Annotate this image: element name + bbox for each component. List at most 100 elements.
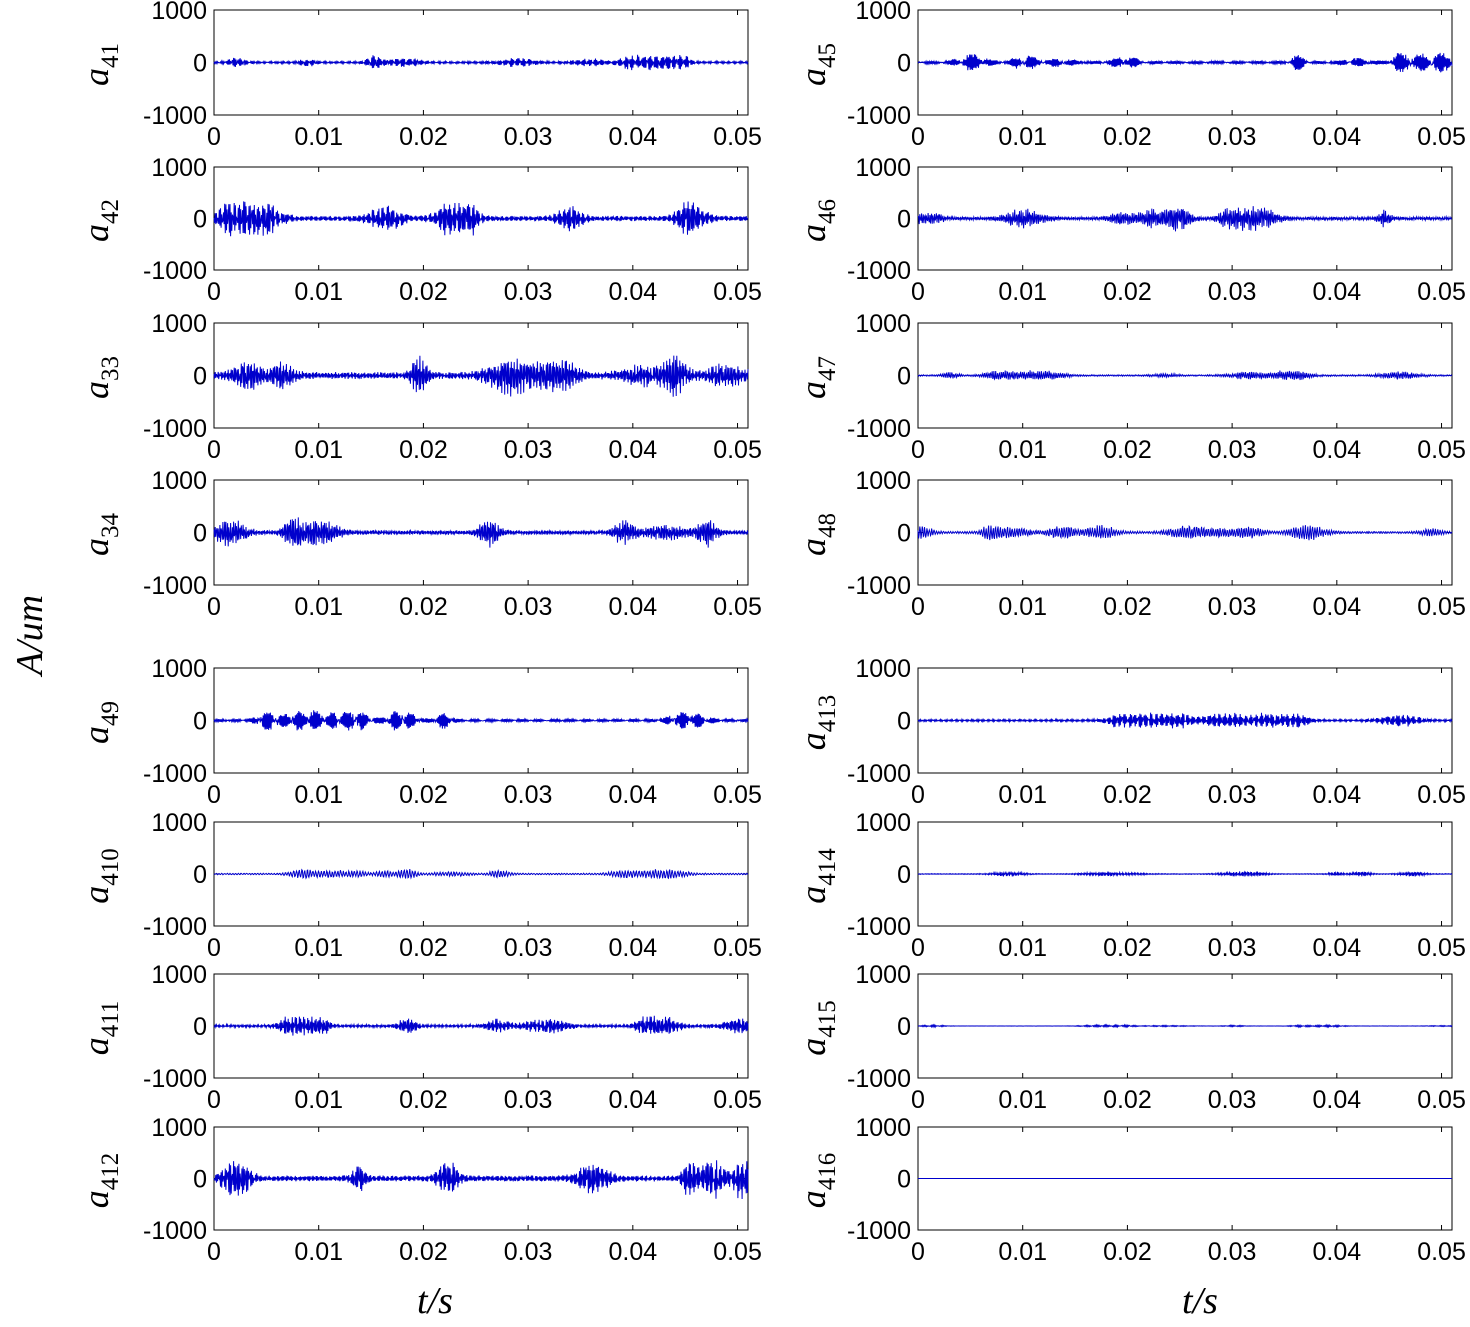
- x-tick-label: 0.05: [713, 278, 762, 306]
- y-tick-label: 0: [897, 50, 911, 78]
- x-tick-label: 0.01: [998, 934, 1047, 962]
- x-tick-label: 0.03: [1208, 934, 1257, 962]
- x-tick-label: 0.04: [1312, 123, 1361, 151]
- y-tick-label: 1000: [855, 310, 911, 338]
- x-tick-label: 0.04: [1312, 1238, 1361, 1266]
- x-axis-label-left: t/s: [417, 1280, 453, 1322]
- y-tick-label: 1000: [855, 154, 911, 182]
- x-tick-label: 0.01: [998, 1238, 1047, 1266]
- x-tick-label: 0: [207, 934, 221, 962]
- x-tick-label: 0: [207, 436, 221, 464]
- x-tick-label: 0.05: [1417, 934, 1466, 962]
- signal-trace: [213, 1015, 749, 1036]
- x-tick-label: 0.01: [294, 934, 343, 962]
- x-tick-label: 0.05: [713, 436, 762, 464]
- x-tick-label: 0.04: [1312, 934, 1361, 962]
- y-tick-label: -1000: [847, 1065, 911, 1093]
- y-tick-label: 0: [193, 1013, 207, 1041]
- y-tick-label: 1000: [151, 655, 207, 683]
- y-tick-label: 1000: [855, 809, 911, 837]
- x-tick-label: 0.04: [608, 436, 657, 464]
- y-tick-label: -1000: [143, 760, 207, 788]
- signal-trace: [213, 710, 749, 731]
- x-tick-label: 0.02: [399, 436, 448, 464]
- y-tick-label: 0: [193, 520, 207, 548]
- x-tick-label: 0.04: [608, 1238, 657, 1266]
- signal-label: a410: [76, 848, 124, 904]
- x-tick-label: 0.05: [1417, 1086, 1466, 1114]
- x-tick-label: 0.05: [1417, 278, 1466, 306]
- x-tick-label: 0.01: [998, 278, 1047, 306]
- y-tick-label: 0: [897, 708, 911, 736]
- signal-label: a47: [793, 356, 841, 399]
- y-tick-label: 1000: [151, 310, 207, 338]
- y-axis-label: A/um: [9, 595, 51, 678]
- x-tick-label: 0.03: [1208, 1086, 1257, 1114]
- x-tick-label: 0: [911, 593, 925, 621]
- x-tick-label: 0.03: [1208, 593, 1257, 621]
- x-tick-label: 0.01: [998, 436, 1047, 464]
- x-tick-label: 0.04: [1312, 436, 1361, 464]
- signal-label: a42: [76, 199, 124, 242]
- x-tick-label: 0.01: [294, 278, 343, 306]
- x-tick-label: 0.02: [399, 278, 448, 306]
- signal-label: a46: [793, 199, 841, 242]
- x-tick-label: 0.05: [1417, 1238, 1466, 1266]
- x-tick-label: 0: [911, 123, 925, 151]
- y-tick-label: 0: [897, 363, 911, 391]
- y-tick-label: 1000: [855, 0, 911, 25]
- y-tick-label: 0: [897, 206, 911, 234]
- signal-trace: [213, 1160, 749, 1200]
- y-tick-label: 0: [897, 1166, 911, 1194]
- y-tick-label: 1000: [151, 0, 207, 25]
- y-tick-label: 1000: [151, 1114, 207, 1142]
- x-tick-label: 0.03: [1208, 1238, 1257, 1266]
- x-tick-label: 0: [911, 934, 925, 962]
- x-tick-label: 0.02: [399, 1086, 448, 1114]
- x-tick-label: 0.02: [1103, 593, 1152, 621]
- signal-label: a49: [76, 701, 124, 744]
- x-tick-label: 0.03: [504, 934, 553, 962]
- y-tick-label: -1000: [143, 102, 207, 130]
- x-tick-label: 0.05: [713, 1238, 762, 1266]
- x-tick-label: 0.02: [1103, 1238, 1152, 1266]
- x-tick-label: 0.02: [399, 781, 448, 809]
- x-tick-label: 0.04: [1312, 278, 1361, 306]
- y-tick-label: -1000: [847, 572, 911, 600]
- x-tick-label: 0.01: [294, 781, 343, 809]
- y-tick-label: 1000: [855, 1114, 911, 1142]
- x-tick-label: 0.04: [608, 123, 657, 151]
- x-tick-label: 0.02: [1103, 934, 1152, 962]
- y-tick-label: 0: [193, 1166, 207, 1194]
- x-tick-label: 0.02: [399, 1238, 448, 1266]
- x-tick-label: 0.04: [608, 278, 657, 306]
- x-tick-label: 0.03: [1208, 278, 1257, 306]
- x-tick-label: 0.05: [1417, 123, 1466, 151]
- x-tick-label: 0.04: [1312, 1086, 1361, 1114]
- y-tick-label: 0: [193, 206, 207, 234]
- x-tick-label: 0.04: [608, 593, 657, 621]
- x-tick-label: 0.01: [998, 593, 1047, 621]
- signal-trace: [917, 712, 1453, 729]
- x-tick-label: 0.03: [504, 781, 553, 809]
- x-tick-label: 0.03: [504, 123, 553, 151]
- y-tick-label: 1000: [855, 655, 911, 683]
- signal-trace: [213, 868, 749, 880]
- y-tick-label: -1000: [847, 102, 911, 130]
- y-tick-label: -1000: [143, 913, 207, 941]
- y-tick-label: -1000: [847, 913, 911, 941]
- x-tick-label: 0.03: [504, 1238, 553, 1266]
- x-tick-label: 0.01: [998, 1086, 1047, 1114]
- x-tick-label: 0.02: [399, 123, 448, 151]
